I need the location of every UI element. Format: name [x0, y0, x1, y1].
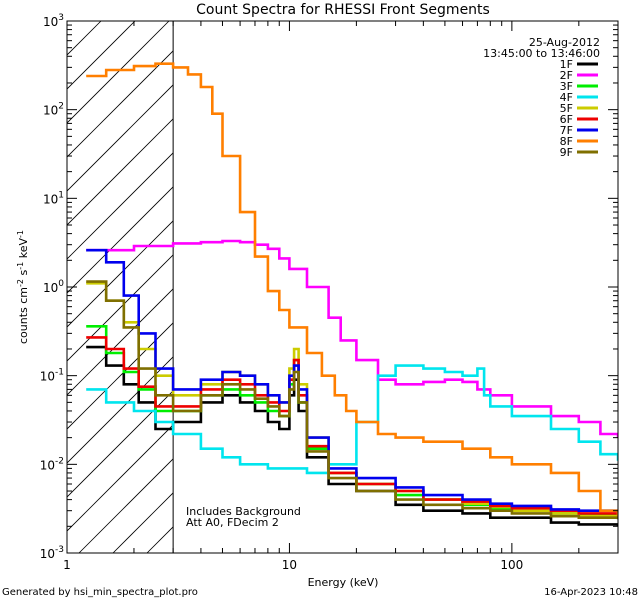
hatch-line: [521, 21, 640, 553]
footer-generated-by: Generated by hsi_min_spectra_plot.pro: [2, 587, 198, 598]
series-5f-line: [86, 282, 618, 518]
legend-label-1f: 1F: [560, 58, 573, 71]
hatch-line: [67, 84, 174, 192]
legend-label-6f: 6F: [560, 113, 573, 126]
axis-ticks: [66, 20, 619, 554]
y-tick-label: 103: [43, 13, 64, 29]
hatch-line: [67, 21, 170, 124]
y-tick-label: 101: [43, 190, 64, 206]
series-9f-line: [86, 280, 618, 520]
hatch-line: [419, 21, 640, 553]
hatch-line: [67, 424, 174, 532]
annotation-background: Includes Background: [186, 505, 301, 518]
legend-label-8f: 8F: [560, 135, 573, 148]
hatch-line: [67, 288, 174, 396]
y-tick-label: 10-1: [40, 368, 64, 384]
legend-label-5f: 5F: [560, 102, 573, 115]
hatch-line: [67, 254, 174, 362]
annotation-attenuator: Att A0, FDecim 2: [186, 516, 279, 529]
x-tick-label: 1: [63, 558, 71, 572]
hatch-line: [78, 458, 174, 553]
legend-label-2f: 2F: [560, 69, 573, 82]
chart-title: Count Spectra for RHESSI Front Segments: [196, 2, 490, 18]
x-tick-label: 10: [282, 558, 297, 572]
y-axis-label: counts cm-2 s-1 keV-1: [16, 230, 31, 344]
x-tick-label: 100: [500, 558, 523, 572]
hatch-line: [67, 50, 174, 158]
legend-label-9f: 9F: [560, 146, 573, 159]
legend-label-4f: 4F: [560, 91, 573, 104]
hatch-line: [317, 21, 640, 553]
y-tick-label: 102: [43, 102, 64, 118]
x-axis-label: Energy (keV): [308, 576, 379, 589]
hatch-line: [351, 21, 640, 553]
date-label: 25-Aug-2012: [529, 36, 600, 49]
hatch-line: [67, 118, 174, 226]
series-group: [86, 62, 618, 527]
time-range-label: 13:45:00 to 13:46:00: [483, 47, 600, 60]
y-tick-label: 100: [43, 279, 64, 295]
hatch-line: [67, 390, 174, 498]
series-2f-line: [86, 239, 618, 438]
legend-label-7f: 7F: [560, 124, 573, 137]
legend-label-3f: 3F: [560, 80, 573, 93]
tick-labels: 1 10 100 10-3 10-2 10-1 100 101 102 103: [40, 13, 524, 572]
series-8f-line: [86, 62, 618, 518]
hatch-line: [623, 21, 640, 553]
hatch-line: [385, 21, 640, 553]
footer-timestamp: 16-Apr-2023 10:48: [544, 587, 638, 598]
y-tick-label: 10-3: [40, 545, 64, 561]
series-1f-line: [86, 345, 618, 527]
series-4f-line: [86, 364, 618, 475]
y-tick-label: 10-2: [40, 456, 64, 472]
